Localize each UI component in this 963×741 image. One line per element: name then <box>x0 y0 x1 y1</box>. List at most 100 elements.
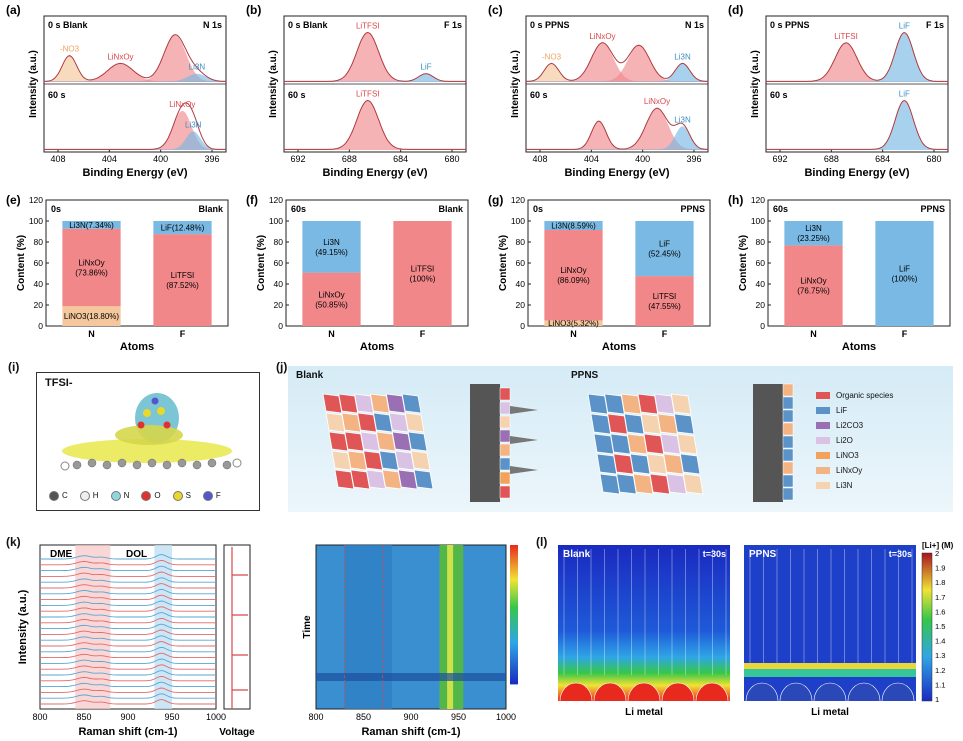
y-axis-label: Content (%) <box>498 235 509 291</box>
sei-grain <box>404 412 425 433</box>
colorbar-tick-label: 1.5 <box>935 622 945 631</box>
x-tick-label: 692 <box>290 154 305 164</box>
raman-spectrum <box>40 577 216 583</box>
sei-layer-grain <box>782 435 794 449</box>
xps-panel: (d) 0 s PPNS F 1s 60 s 692 688 684 680 Binding E… <box>728 3 958 179</box>
peak-label: LiNxOy <box>169 100 195 109</box>
raman-spectrum <box>40 693 216 699</box>
segment-label: LiF(12.48%) <box>161 224 205 233</box>
peak-label: LiF <box>899 90 910 99</box>
sei-layer-grain <box>499 457 511 471</box>
colorbar-tick-label: 1.2 <box>935 666 945 675</box>
segment-label: LiNxOy <box>78 258 104 267</box>
bar-segment <box>544 320 603 326</box>
voltage-frame <box>223 544 251 710</box>
colorbar-tick-label: 1.6 <box>935 607 945 616</box>
dme-label: DME <box>50 549 73 560</box>
legend-swatch <box>816 482 830 490</box>
concentration-colorbar <box>921 552 933 702</box>
segment-label: (52.45%) <box>648 250 681 259</box>
segment-label: LiNxOy <box>318 290 344 299</box>
colorbar-tick-label: 1.7 <box>935 593 945 602</box>
voltage-label: Voltage <box>219 727 255 738</box>
bar-segment <box>875 221 934 326</box>
x-axis-label: Binding Energy (eV) <box>322 167 427 179</box>
peak-label: Li3N <box>674 52 691 61</box>
sei-grain <box>660 433 681 455</box>
segment-label: LiTFSI <box>411 265 435 274</box>
x-tick-label: 900 <box>403 712 418 722</box>
bar-segment <box>153 234 212 326</box>
sei-legend-item: LiNxOy <box>816 463 893 478</box>
x-tick-label: F <box>902 329 908 339</box>
sei-grain <box>604 393 625 415</box>
segment-label: (73.86%) <box>75 268 108 277</box>
spectrum-line <box>43 34 227 82</box>
peak-fill <box>526 108 708 150</box>
sei-grain <box>407 431 428 452</box>
x-tick-label: 800 <box>308 712 323 722</box>
segment-label: (50.85%) <box>315 300 348 309</box>
atom-legend-item: F <box>202 491 221 501</box>
li-metal-block <box>470 384 500 502</box>
panel-i-label: (i) <box>8 360 20 374</box>
spectrum-line <box>525 42 709 82</box>
peak-fill <box>284 100 466 150</box>
content-bar-panel: (g) 0s PPNS 0 20 40 60 80 100 120 Content (%) Atoms… <box>488 192 718 353</box>
peak-label: -NO3 <box>60 45 80 54</box>
sei-layer-grain <box>499 443 511 457</box>
legend-swatch <box>816 392 830 400</box>
top-right-label: F 1s <box>926 20 944 30</box>
raman-spectrum <box>40 646 216 653</box>
sei-grain <box>366 469 386 490</box>
x-tick-label: F <box>420 329 426 339</box>
top-left-label: 0s <box>533 204 543 214</box>
voltage-trace <box>231 547 248 709</box>
sei-layer-grain <box>782 474 794 488</box>
y-axis-label: Intensity (a.u.) <box>750 50 761 118</box>
segment-label: (87.52%) <box>166 281 199 290</box>
raman-spectrum <box>40 612 216 618</box>
top-left-label: 0 s PPNS <box>530 20 570 30</box>
time-label: t=30s <box>889 549 912 559</box>
sei-legend-item: Li3N <box>816 478 893 493</box>
x-tick-label: N <box>570 329 577 339</box>
heatmap-band <box>344 545 392 709</box>
atom-dot-icon <box>49 491 59 501</box>
bar-chart: (h) 60s PPNS 0 20 40 60 80 100 120 Content (%) Atom… <box>728 193 951 353</box>
sei-grain <box>334 469 355 490</box>
colorbar-title: [Li+] (M) <box>922 541 954 550</box>
top-right-label: PPNS <box>920 204 945 214</box>
sei-grain <box>401 393 422 414</box>
x-axis-label: Atoms <box>120 341 154 352</box>
segment-label: Li3N(7.34%) <box>69 221 114 230</box>
x-axis-label: Raman shift (cm-1) <box>361 726 460 738</box>
raman-spectrum <box>40 565 216 572</box>
sei-layer-grain <box>499 415 511 429</box>
peak-fill <box>284 32 466 82</box>
y-tick-label: 80 <box>516 237 526 247</box>
y-tick-label: 40 <box>34 279 44 289</box>
bar-segment <box>302 272 361 326</box>
segment-label: Li3N <box>323 238 340 247</box>
x-tick-label: 850 <box>356 712 371 722</box>
sei-legend-item: Li2O <box>816 433 893 448</box>
y-tick-label: 0 <box>278 321 283 331</box>
y-tick-label: 20 <box>34 300 44 310</box>
bar-chart: (f) 60s Blank 0 20 40 60 80 100 120 Content (%) Ato… <box>246 193 469 353</box>
y-tick-label: 100 <box>29 216 43 226</box>
sei-layer-grain <box>782 409 794 423</box>
x-tick-label: 396 <box>686 154 701 164</box>
y-axis-label: Content (%) <box>738 235 749 291</box>
time-label: 60 s <box>288 90 306 100</box>
sei-layer-grain <box>782 448 794 462</box>
li-metal-label: Li metal <box>811 707 849 718</box>
y-tick-label: 80 <box>756 237 766 247</box>
top-left-label: 0 s PPNS <box>770 20 810 30</box>
colorbar-tick-label: 1.1 <box>935 680 945 689</box>
li-metal-block <box>753 384 783 502</box>
raman-spectra: DME DOL 800 850 900 950 1000 Raman shift (cm-1)… <box>17 544 518 738</box>
segment-label: LiNO3(18.80%) <box>64 312 119 321</box>
atom-label: F <box>215 491 221 501</box>
sei-layer-grain <box>782 487 794 501</box>
